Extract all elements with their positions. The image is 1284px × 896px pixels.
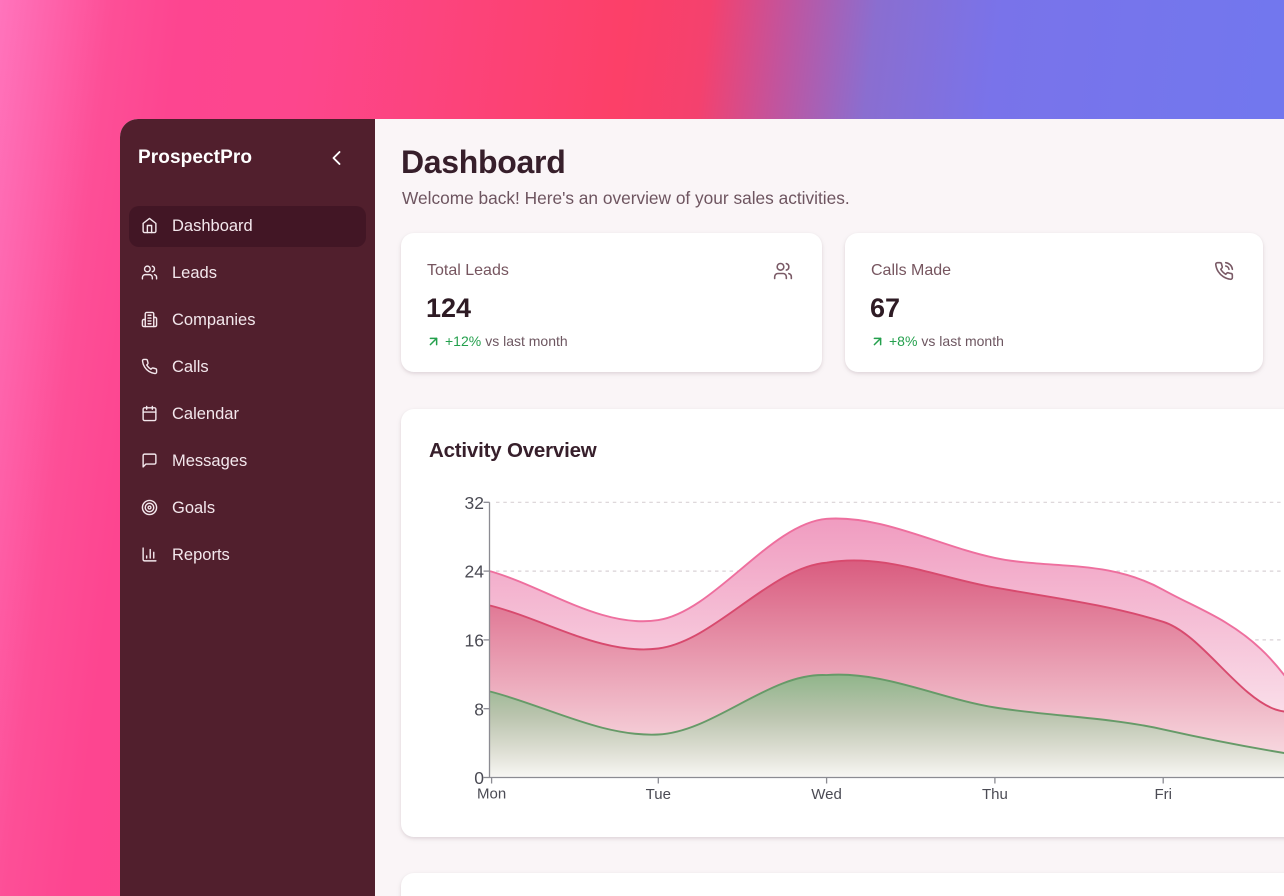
svg-text:32: 32 [465, 493, 484, 513]
svg-text:16: 16 [465, 631, 484, 651]
svg-text:Wed: Wed [811, 786, 842, 803]
svg-text:8: 8 [474, 699, 484, 719]
svg-text:Thu: Thu [982, 786, 1008, 803]
svg-text:0: 0 [474, 768, 484, 788]
svg-text:Mon: Mon [477, 786, 506, 803]
svg-text:Fri: Fri [1154, 786, 1172, 803]
svg-text:Tue: Tue [646, 786, 671, 803]
svg-text:24: 24 [465, 562, 485, 582]
